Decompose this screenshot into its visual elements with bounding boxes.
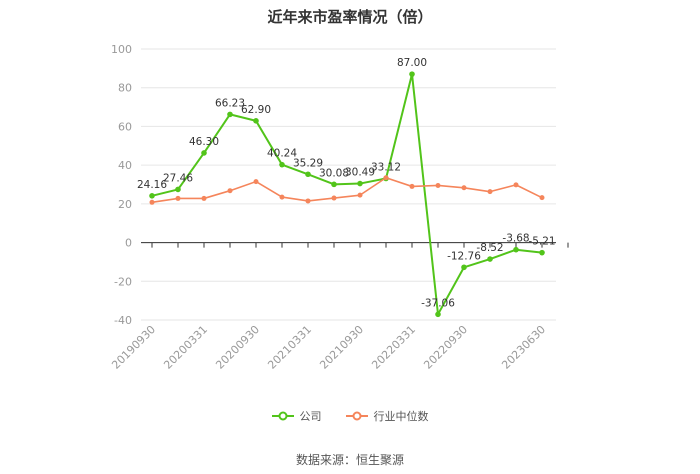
- data-label: 30.49: [345, 167, 375, 179]
- data-point-industry-median[interactable]: [461, 185, 467, 191]
- data-point-company[interactable]: [435, 311, 441, 318]
- data-label: 24.16: [137, 179, 167, 191]
- data-point-industry-median[interactable]: [513, 182, 519, 188]
- data-point-industry-median[interactable]: [487, 189, 493, 195]
- data-point-company[interactable]: [409, 71, 415, 77]
- data-point-industry-median[interactable]: [383, 175, 389, 181]
- data-point-company[interactable]: [487, 256, 493, 262]
- y-tick-label: 0: [125, 237, 132, 250]
- series-line-industry-median: [151, 176, 543, 204]
- x-tick-label: 20220930: [421, 323, 470, 372]
- data-point-industry-median[interactable]: [357, 192, 363, 198]
- legend-line-icon-industry: [345, 411, 368, 421]
- data-point-company[interactable]: [461, 264, 467, 271]
- data-point-company[interactable]: [279, 161, 285, 168]
- data-label: -3.68: [502, 233, 529, 245]
- data-point-company[interactable]: [305, 171, 311, 178]
- data-point-company[interactable]: [357, 180, 363, 187]
- data-point-company[interactable]: [331, 181, 337, 188]
- data-label: -5.21: [528, 236, 555, 248]
- data-point-company[interactable]: [539, 249, 545, 256]
- x-tick-label: 20210331: [265, 323, 314, 372]
- series-line-company: [151, 73, 543, 316]
- data-label: 33.12: [371, 161, 401, 173]
- gridlines: [141, 48, 556, 321]
- x-tick-label: 20210930: [317, 323, 366, 372]
- data-label: 30.08: [319, 167, 349, 179]
- y-tick-label: 60: [118, 120, 132, 133]
- data-point-company[interactable]: [227, 111, 233, 118]
- data-point-industry-median[interactable]: [253, 179, 259, 185]
- legend-item-company[interactable]: 公司: [271, 408, 322, 424]
- data-label: 87.00: [397, 57, 427, 69]
- data-point-industry-median[interactable]: [201, 195, 207, 201]
- x-tick-label: 20190930: [109, 323, 158, 372]
- data-point-industry-median[interactable]: [279, 194, 285, 200]
- data-label: 46.30: [189, 136, 219, 148]
- data-point-industry-median[interactable]: [227, 188, 233, 194]
- data-label: 62.90: [241, 104, 271, 116]
- x-tick-label: 20220331: [369, 323, 418, 372]
- data-point-industry-median[interactable]: [305, 198, 311, 204]
- data-label: 40.24: [267, 148, 297, 160]
- chart-title: 近年来市盈率情况（倍）: [267, 8, 433, 26]
- y-tick-label: 80: [118, 82, 132, 95]
- legend-label-industry-median: 行业中位数: [373, 410, 429, 423]
- series-lines: [149, 71, 545, 318]
- data-point-industry-median[interactable]: [409, 183, 415, 189]
- data-label: 66.23: [215, 97, 245, 109]
- data-point-company[interactable]: [201, 150, 207, 156]
- data-label: -37.06: [421, 297, 455, 309]
- data-point-industry-median[interactable]: [175, 195, 181, 201]
- legend-label-company: 公司: [299, 410, 322, 423]
- x-tick-label: 20200930: [213, 323, 262, 372]
- data-point-company[interactable]: [513, 246, 519, 253]
- data-label: 35.29: [293, 157, 323, 169]
- y-tick-label: 20: [118, 198, 132, 211]
- data-label: 27.46: [163, 172, 193, 184]
- legend-item-industry-median[interactable]: 行业中位数: [345, 408, 429, 424]
- data-point-industry-median[interactable]: [435, 182, 441, 188]
- data-point-company[interactable]: [175, 186, 181, 193]
- data-point-industry-median[interactable]: [331, 195, 337, 201]
- y-tick-label: 40: [118, 159, 132, 172]
- data-label: -12.76: [447, 250, 481, 262]
- x-tick-label: 20200331: [161, 323, 210, 372]
- x-tick-label: 20230630: [499, 323, 548, 372]
- y-tick-label: -20: [114, 275, 132, 288]
- source-note: 数据来源：恒生聚源: [295, 453, 404, 467]
- data-point-industry-median[interactable]: [539, 195, 545, 201]
- data-point-company[interactable]: [149, 193, 155, 199]
- legend: 公司 行业中位数: [0, 408, 700, 424]
- legend-line-icon-company: [271, 411, 294, 421]
- data-point-industry-median[interactable]: [149, 199, 155, 205]
- y-tick-label: 100: [111, 43, 132, 56]
- data-point-company[interactable]: [253, 118, 259, 124]
- y-tick-label: -40: [114, 314, 132, 327]
- data-label: -8.52: [476, 242, 503, 254]
